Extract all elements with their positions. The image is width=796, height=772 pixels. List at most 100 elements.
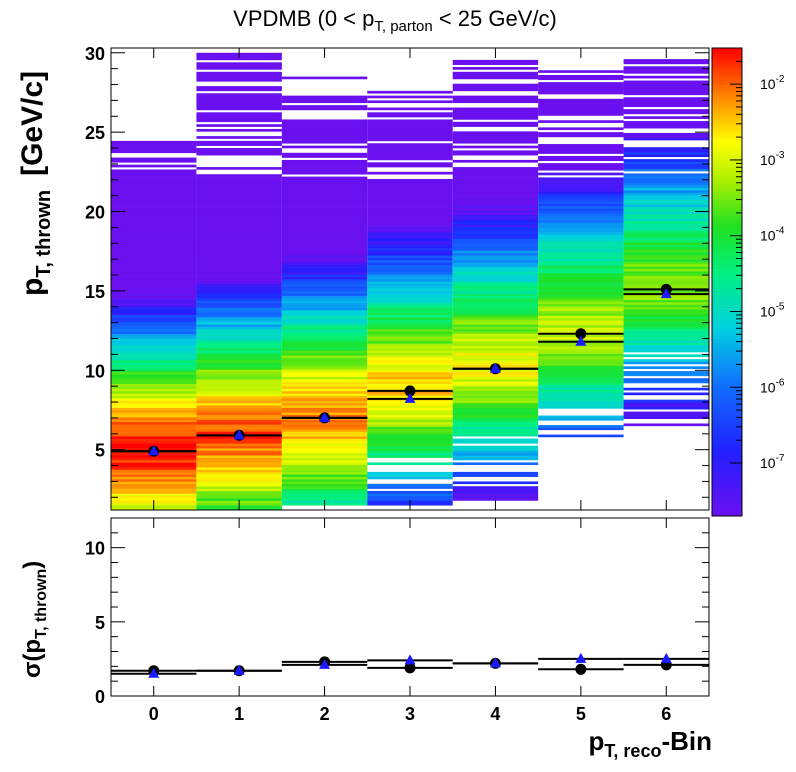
heat-cell xyxy=(281,302,368,306)
heat-cell xyxy=(623,361,709,365)
heat-cell xyxy=(367,193,453,196)
heat-cell xyxy=(196,486,282,489)
heat-cell xyxy=(452,359,539,363)
heat-cell xyxy=(281,262,368,266)
heat-cell xyxy=(111,262,197,266)
heat-cell xyxy=(111,479,197,482)
heat-cell xyxy=(281,379,368,382)
heat-cell xyxy=(452,321,539,325)
heat-cell xyxy=(538,74,624,78)
heat-cell xyxy=(111,481,197,485)
heat-cell xyxy=(111,317,197,320)
heat-cell xyxy=(367,295,453,299)
heat-cell xyxy=(452,200,539,204)
y-axis-label-bottom: σ(pT, thrown) xyxy=(19,561,50,678)
y-tick-label: 5 xyxy=(95,613,105,633)
heat-cell xyxy=(623,325,709,329)
heat-cell xyxy=(623,213,709,217)
x-tick-label: 2 xyxy=(320,704,330,724)
heat-cell xyxy=(538,146,624,150)
heat-cell xyxy=(281,364,368,368)
heat-cell xyxy=(367,474,453,477)
heat-cell xyxy=(111,183,197,187)
heat-cell xyxy=(111,140,197,144)
heat-cell xyxy=(452,136,539,139)
heat-cell xyxy=(538,163,624,166)
triangle-marker xyxy=(489,362,501,373)
heat-cell xyxy=(452,88,539,92)
heat-cell xyxy=(538,191,624,195)
heat-cell xyxy=(538,294,624,297)
heat-cell xyxy=(281,207,368,211)
heat-cell xyxy=(196,295,282,299)
heat-cell xyxy=(196,290,282,294)
heat-cell xyxy=(196,226,282,230)
heat-cell xyxy=(452,121,539,125)
heat-cell xyxy=(111,369,197,373)
heat-cell xyxy=(196,78,282,82)
heat-cell xyxy=(538,403,624,407)
heat-cell xyxy=(623,306,709,310)
heat-cell xyxy=(623,266,709,269)
heat-cell xyxy=(452,295,539,299)
heat-cell xyxy=(111,476,197,480)
heat-cell xyxy=(452,329,539,332)
heat-cell xyxy=(538,151,624,154)
heat-cell xyxy=(111,469,197,473)
heat-cell xyxy=(623,192,709,196)
heat-cell xyxy=(538,120,624,123)
heat-cell xyxy=(281,231,368,235)
heat-cell xyxy=(623,178,709,181)
heat-cell xyxy=(196,74,282,77)
heat-cell xyxy=(281,259,368,263)
heat-cell xyxy=(367,417,453,420)
heat-cell xyxy=(538,363,624,366)
heat-cell xyxy=(196,62,282,65)
heat-cell xyxy=(281,376,368,380)
heat-cell xyxy=(281,152,368,156)
heat-cell xyxy=(111,169,197,173)
heat-cell xyxy=(367,245,453,249)
x-tick-label: 0 xyxy=(149,704,159,724)
heat-cell xyxy=(281,257,368,261)
heat-cell xyxy=(452,240,539,244)
heat-cell xyxy=(452,319,539,323)
heat-cell xyxy=(367,195,453,199)
heat-cell xyxy=(367,224,453,227)
heat-cell xyxy=(538,365,624,369)
heat-cell xyxy=(111,295,197,299)
heat-cell xyxy=(367,300,453,304)
heat-cell xyxy=(452,133,539,137)
heat-cell xyxy=(281,274,368,277)
heat-cell xyxy=(538,229,624,233)
heat-cell xyxy=(623,387,709,391)
heat-cell xyxy=(367,364,453,368)
heat-cell xyxy=(196,174,282,177)
heat-cell xyxy=(196,152,282,156)
heat-cell xyxy=(111,212,197,216)
heat-cell xyxy=(623,297,709,300)
heat-cell xyxy=(196,426,282,430)
heat-cell xyxy=(623,275,709,279)
heat-cell xyxy=(111,300,197,304)
heat-cell xyxy=(111,312,197,316)
heat-cell xyxy=(196,257,282,261)
heat-cell xyxy=(196,350,282,354)
heat-cell xyxy=(196,307,282,311)
heat-cell xyxy=(367,288,453,292)
heat-cell xyxy=(367,262,453,266)
heat-cell xyxy=(281,217,368,220)
y-tick-label: 0 xyxy=(95,687,105,707)
heat-cell xyxy=(452,390,539,394)
heat-cell xyxy=(538,391,624,395)
heat-cell xyxy=(538,396,624,400)
heat-cell xyxy=(367,302,453,306)
heat-cell xyxy=(196,71,282,75)
heat-cell xyxy=(281,359,368,363)
heat-cell xyxy=(281,390,368,394)
heat-cell xyxy=(538,205,624,209)
heat-cell xyxy=(111,326,197,330)
heat-cell xyxy=(196,390,282,394)
heat-cell xyxy=(452,214,539,218)
heat-cell xyxy=(111,143,197,146)
